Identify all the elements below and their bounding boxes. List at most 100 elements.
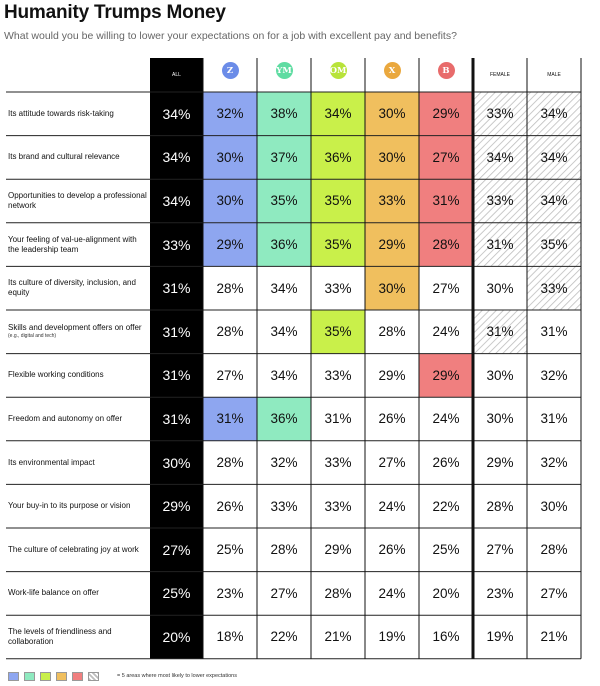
value-cell-ym: 34% xyxy=(270,324,298,340)
value-cell-ym: 38% xyxy=(270,106,298,122)
value-cell-x: 29% xyxy=(378,237,406,253)
value-cell-b: 24% xyxy=(432,411,460,427)
value-cell-male: 30% xyxy=(540,498,568,514)
value-cell-female: 30% xyxy=(486,280,514,296)
value-cell-female: 30% xyxy=(486,367,514,383)
row-label-text: Its culture of diversity, inclusion, and… xyxy=(8,278,136,298)
value-cell-ym: 33% xyxy=(270,498,298,514)
value-cell-female: 33% xyxy=(486,193,514,209)
value-cell-all: 27% xyxy=(162,541,191,558)
value-cell-b: 31% xyxy=(432,193,460,209)
row-label: Its culture of diversity, inclusion, and… xyxy=(8,267,148,309)
value-cell-female: 31% xyxy=(486,324,514,340)
value-cell-z: 26% xyxy=(216,498,244,514)
row-label: Freedom and autonomy on offer xyxy=(8,398,148,440)
value-cell-female: 19% xyxy=(486,629,514,645)
row-label-text: The culture of celebrating joy at work xyxy=(8,544,139,554)
value-cell-z: 30% xyxy=(216,193,244,209)
value-cell-all: 30% xyxy=(162,454,191,471)
value-cell-om: 36% xyxy=(324,149,352,165)
value-cell-all: 34% xyxy=(162,149,191,166)
value-cell-x: 26% xyxy=(378,542,406,558)
row-label-text: Its environmental impact xyxy=(8,457,95,467)
value-cell-b: 26% xyxy=(432,455,460,471)
value-cell-x: 29% xyxy=(378,367,406,383)
value-cell-x: 30% xyxy=(378,280,406,296)
row-label-text: The levels of friendliness and collabora… xyxy=(8,626,112,646)
row-label-text: Your buy-in to its purpose or vision xyxy=(8,501,131,511)
value-cell-om: 31% xyxy=(324,411,352,427)
value-cell-male: 31% xyxy=(540,324,568,340)
column-header-z-badge: Z xyxy=(221,62,239,79)
value-cell-om: 34% xyxy=(324,106,352,122)
value-cell-male: 34% xyxy=(540,193,568,209)
row-label-text: Its brand and cultural relevance xyxy=(8,152,120,162)
value-cell-x: 27% xyxy=(378,455,406,471)
value-cell-x: 24% xyxy=(378,585,406,601)
value-cell-om: 29% xyxy=(324,542,352,558)
column-header-x-badge: X xyxy=(383,62,401,79)
legend-swatch xyxy=(88,672,99,681)
value-cell-x: 28% xyxy=(378,324,406,340)
value-cell-z: 28% xyxy=(216,455,244,471)
value-cell-om: 35% xyxy=(324,193,352,209)
value-cell-ym: 36% xyxy=(270,237,298,253)
value-cell-male: 35% xyxy=(540,237,568,253)
value-cell-om: 33% xyxy=(324,367,352,383)
legend-swatch xyxy=(56,672,67,681)
value-cell-z: 31% xyxy=(216,411,244,427)
chart-title: Humanity Trumps Money xyxy=(4,2,226,23)
value-cell-all: 34% xyxy=(162,105,191,122)
value-cell-male: 28% xyxy=(540,542,568,558)
value-cell-om: 33% xyxy=(324,498,352,514)
value-cell-male: 33% xyxy=(540,280,568,296)
value-cell-b: 22% xyxy=(432,498,460,514)
value-cell-male: 34% xyxy=(540,106,568,122)
value-cell-x: 19% xyxy=(378,629,406,645)
value-cell-z: 32% xyxy=(216,106,244,122)
value-cell-om: 35% xyxy=(324,237,352,253)
value-cell-all: 34% xyxy=(162,192,191,209)
value-cell-male: 27% xyxy=(540,585,568,601)
value-cell-ym: 37% xyxy=(270,149,298,165)
legend-swatch xyxy=(24,672,35,681)
value-cell-male: 21% xyxy=(540,629,568,645)
row-label-text: Its attitude towards risk-taking xyxy=(8,108,114,118)
value-cell-female: 34% xyxy=(486,149,514,165)
value-cell-om: 33% xyxy=(324,455,352,471)
value-cell-female: 30% xyxy=(486,411,514,427)
row-label: The culture of celebrating joy at work xyxy=(8,529,148,571)
value-cell-ym: 27% xyxy=(270,585,298,601)
chart-subtitle: What would you be willing to lower your … xyxy=(4,30,457,42)
row-label: Flexible working conditions xyxy=(8,355,148,397)
row-label: Skills and development offers on offer (e… xyxy=(8,311,148,353)
value-cell-b: 29% xyxy=(432,367,460,383)
value-cell-b: 29% xyxy=(432,106,460,122)
value-cell-all: 29% xyxy=(162,498,191,515)
value-cell-om: 21% xyxy=(324,629,352,645)
value-cell-female: 29% xyxy=(486,455,514,471)
value-cell-z: 28% xyxy=(216,280,244,296)
value-cell-female: 23% xyxy=(486,585,514,601)
row-label-text: Work-life balance on offer xyxy=(8,588,99,598)
row-label: Work-life balance on offer xyxy=(8,573,148,615)
row-label: Its environmental impact xyxy=(8,442,148,484)
column-header-female: FEMALE xyxy=(489,72,510,78)
value-cell-male: 32% xyxy=(540,367,568,383)
row-label-text: Freedom and autonomy on offer xyxy=(8,413,123,423)
value-cell-z: 18% xyxy=(216,629,244,645)
value-cell-all: 31% xyxy=(162,280,191,297)
value-cell-om: 33% xyxy=(324,280,352,296)
value-cell-b: 27% xyxy=(432,149,460,165)
value-cell-z: 27% xyxy=(216,367,244,383)
value-cell-x: 30% xyxy=(378,106,406,122)
legend-text: = 5 areas where most likely to lower exp… xyxy=(117,673,237,679)
value-cell-ym: 35% xyxy=(270,193,298,209)
value-cell-b: 16% xyxy=(432,629,460,645)
row-label: Opportunities to develop a professional … xyxy=(8,180,148,222)
legend-swatch xyxy=(40,672,51,681)
value-cell-b: 20% xyxy=(432,585,460,601)
column-header-om-badge: OM xyxy=(329,62,347,79)
value-cell-z: 28% xyxy=(216,324,244,340)
row-label-text: Your feeling of val-ue-alignment with th… xyxy=(8,234,137,254)
